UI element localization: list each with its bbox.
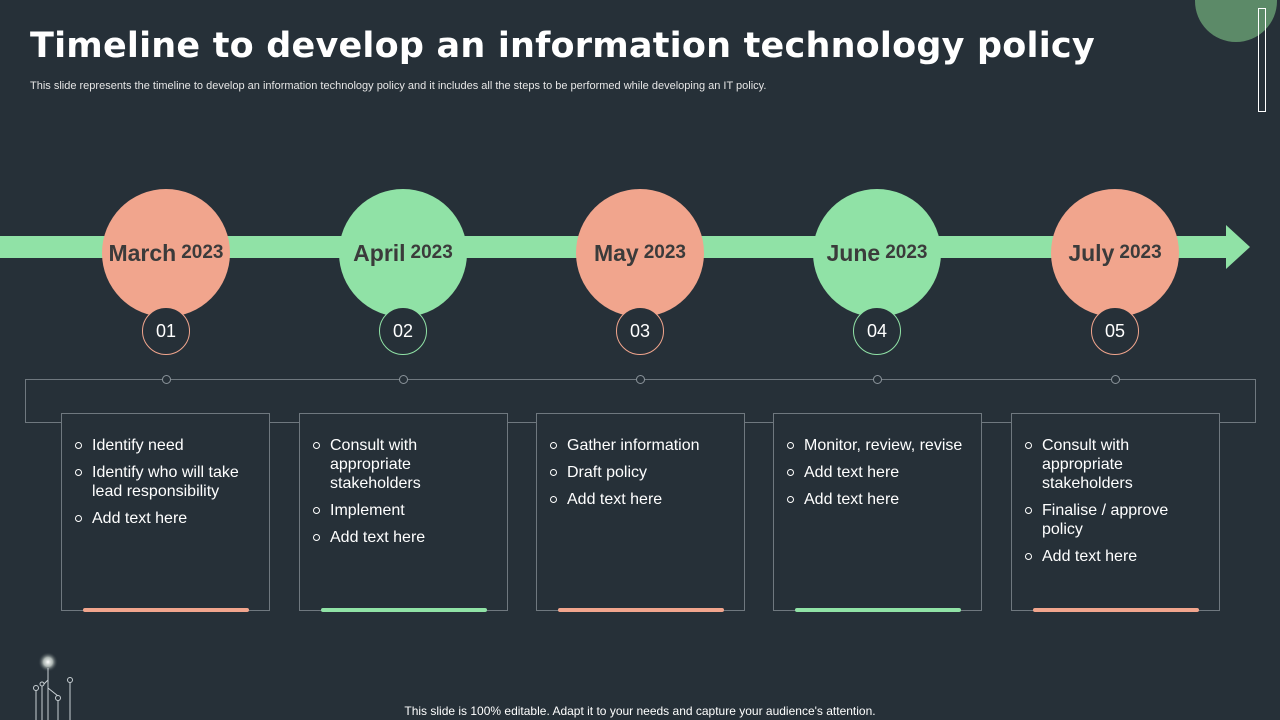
step-number-badge-4: 04 (853, 307, 901, 355)
list-item: Add text here (549, 490, 738, 509)
footer-note: This slide is 100% editable. Adapt it to… (404, 704, 876, 718)
connector-dot (1111, 375, 1120, 384)
card-accent-bar (558, 608, 724, 612)
step-list: Consult with appropriate stakeholders Fi… (1012, 414, 1219, 566)
list-item: Gather information (549, 436, 738, 455)
list-item: Implement (312, 501, 501, 520)
card-accent-bar (321, 608, 487, 612)
list-item: Identify need (74, 436, 263, 455)
list-item: Consult with appropriate stakeholders (312, 436, 501, 493)
connector-dot (873, 375, 882, 384)
slide-subtitle: This slide represents the timeline to de… (30, 80, 767, 92)
month-year: 2023 (885, 242, 928, 263)
step-list: Consult with appropriate stakeholders Im… (300, 414, 507, 547)
connector-bottom-line (507, 422, 537, 423)
connector-bottom-line (981, 422, 1012, 423)
card-accent-bar (1033, 608, 1199, 612)
step-number-badge-5: 05 (1091, 307, 1139, 355)
month-circle-2: April 2023 (339, 189, 467, 317)
card-accent-bar (83, 608, 249, 612)
list-item: Add text here (74, 509, 263, 528)
month-circle-5: July 2023 (1051, 189, 1179, 317)
step-card-2: Consult with appropriate stakeholders Im… (299, 413, 508, 612)
connector-dot (399, 375, 408, 384)
month-name: June (826, 239, 881, 266)
list-item: Add text here (312, 528, 501, 547)
step-card-1: Identify need Identify who will take lea… (61, 413, 270, 612)
slide-title: Timeline to develop an information techn… (30, 26, 1095, 66)
list-item: Consult with appropriate stakeholders (1024, 436, 1213, 493)
month-name: May (593, 239, 639, 266)
month-circle-4: June 2023 (813, 189, 941, 317)
step-list: Gather information Draft policy Add text… (537, 414, 744, 509)
card-accent-bar (795, 608, 961, 612)
month-name: March (108, 239, 177, 266)
step-number-badge-2: 02 (379, 307, 427, 355)
step-card-4: Monitor, review, revise Add text here Ad… (773, 413, 982, 612)
connector-bottom-line (269, 422, 299, 423)
month-name: April (353, 239, 406, 266)
connector-left-line (25, 379, 26, 422)
list-item: Finalise / approve policy (1024, 501, 1213, 539)
list-item: Monitor, review, revise (786, 436, 975, 455)
month-name: July (1068, 239, 1115, 266)
connector-dot (636, 375, 645, 384)
connector-right-line (1255, 379, 1256, 422)
step-card-5: Consult with appropriate stakeholders Fi… (1011, 413, 1220, 612)
month-circle-1: March 2023 (102, 189, 230, 317)
month-year: 2023 (643, 242, 687, 263)
connector-bottom-line (1219, 422, 1256, 423)
list-item: Identify who will take lead responsibili… (74, 463, 263, 501)
step-card-3: Gather information Draft policy Add text… (536, 413, 745, 612)
list-item: Add text here (1024, 547, 1213, 566)
step-list: Identify need Identify who will take lea… (62, 414, 269, 528)
step-list: Monitor, review, revise Add text here Ad… (774, 414, 981, 509)
list-item: Draft policy (549, 463, 738, 482)
corner-decoration-bar (1258, 8, 1266, 112)
timeline-arrow-head-icon (1226, 225, 1250, 269)
connector-dot (162, 375, 171, 384)
list-item: Add text here (786, 490, 975, 509)
month-year: 2023 (181, 242, 224, 263)
connector-bottom-line (744, 422, 774, 423)
step-number-badge-3: 03 (616, 307, 664, 355)
month-year: 2023 (1119, 242, 1162, 263)
connector-bottom-line (25, 422, 62, 423)
month-year: 2023 (410, 242, 453, 263)
circuit-decoration-icon (33, 652, 73, 720)
month-circle-3: May 2023 (576, 189, 704, 317)
step-number-badge-1: 01 (142, 307, 190, 355)
list-item: Add text here (786, 463, 975, 482)
